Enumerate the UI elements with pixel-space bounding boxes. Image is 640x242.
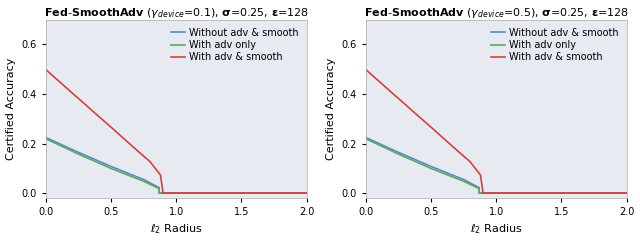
Y-axis label: Certified Accuracy: Certified Accuracy bbox=[326, 58, 335, 160]
X-axis label: $\ell_2$ Radius: $\ell_2$ Radius bbox=[150, 223, 202, 236]
Title: $\bf{Fed\text{-}SmoothAdv}$ ($\gamma_{\it{device}}$=0.5), $\bf{\sigma}$=0.25, $\: $\bf{Fed\text{-}SmoothAdv}$ ($\gamma_{\i… bbox=[364, 6, 628, 20]
Y-axis label: Certified Accuracy: Certified Accuracy bbox=[6, 58, 15, 160]
Title: $\bf{Fed\text{-}SmoothAdv}$ ($\gamma_{\it{device}}$=0.1), $\bf{\sigma}$=0.25, $\: $\bf{Fed\text{-}SmoothAdv}$ ($\gamma_{\i… bbox=[44, 6, 308, 20]
Legend: Without adv & smooth, With adv only, With adv & smooth: Without adv & smooth, With adv only, Wit… bbox=[168, 25, 302, 65]
Legend: Without adv & smooth, With adv only, With adv & smooth: Without adv & smooth, With adv only, Wit… bbox=[488, 25, 622, 65]
X-axis label: $\ell_2$ Radius: $\ell_2$ Radius bbox=[470, 223, 522, 236]
